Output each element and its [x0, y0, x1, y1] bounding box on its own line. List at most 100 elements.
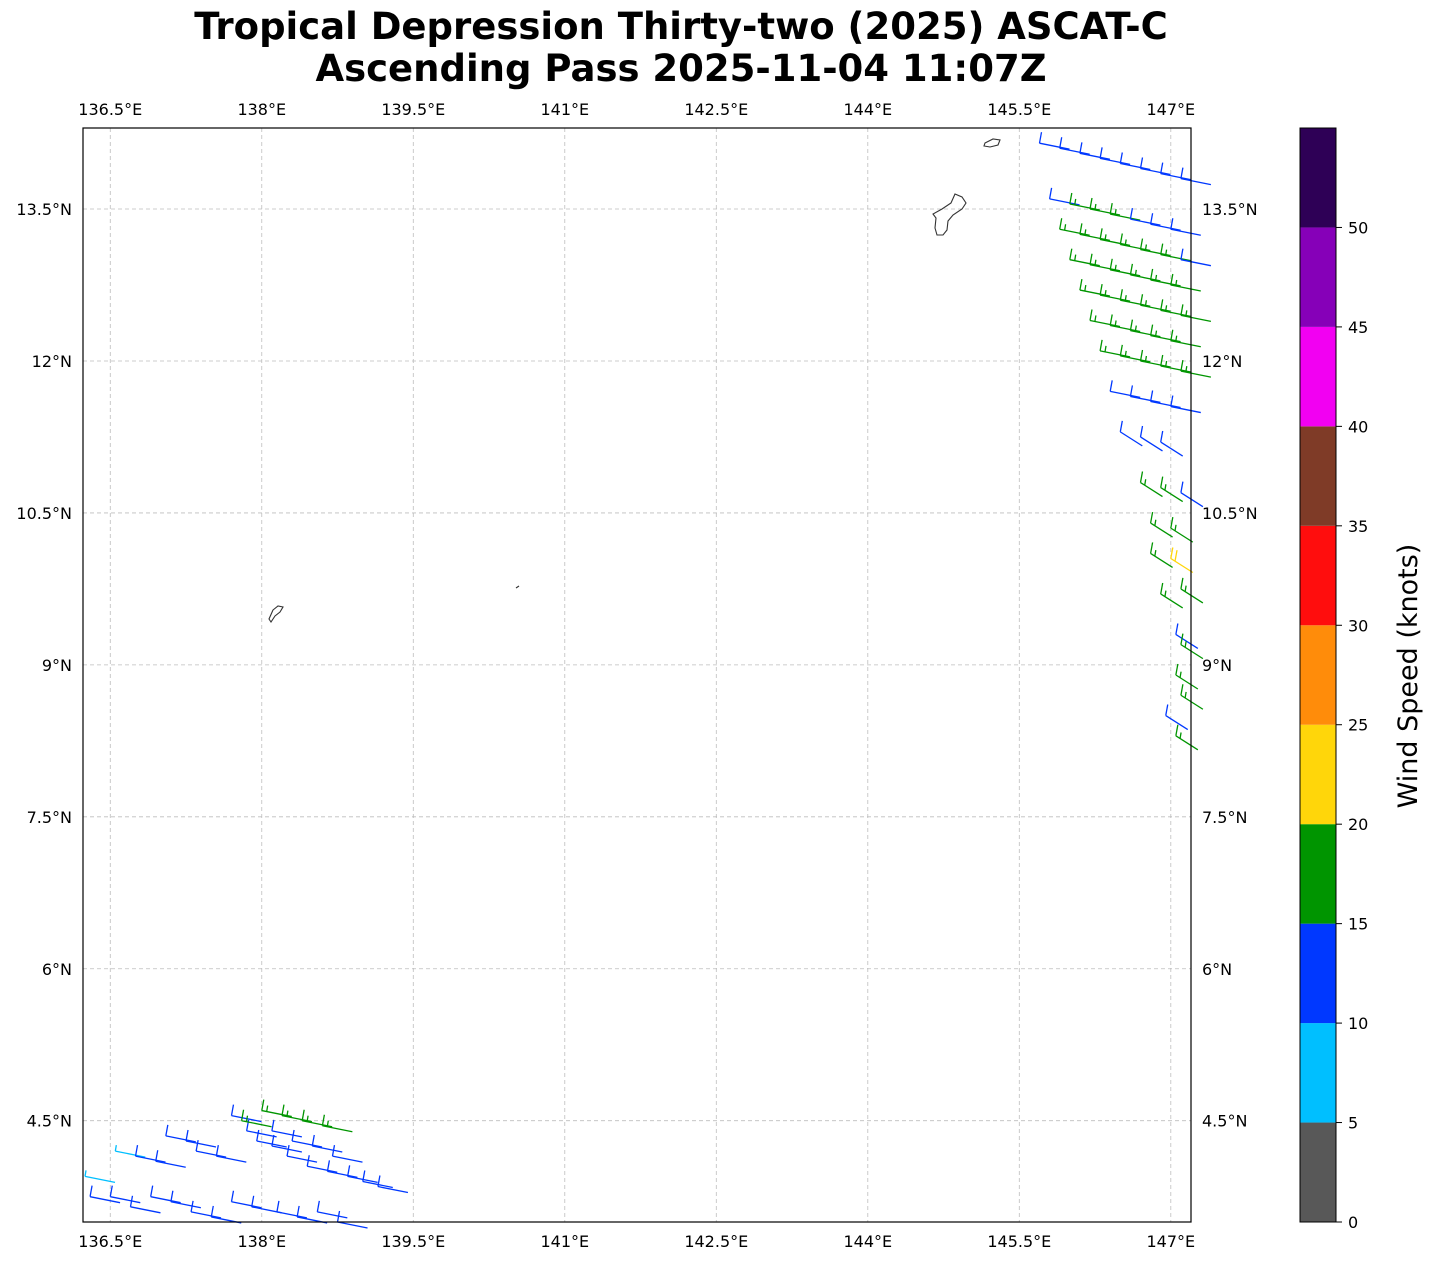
- wind-barb-flag: [155, 1150, 159, 1162]
- wind-barb-half-flag: [1114, 208, 1117, 216]
- wind-barb-flag: [1180, 633, 1184, 645]
- map-title: Tropical Depression Thirty-two (2025) AS…: [0, 6, 1362, 90]
- wind-barb-shaft: [231, 1201, 262, 1209]
- wind-barb-shaft: [327, 1170, 358, 1178]
- wind-barb-shaft: [165, 1135, 196, 1143]
- lat-tick-label-right: 7.5°N: [1202, 808, 1247, 827]
- lon-tick-label-top: 138°E: [237, 100, 286, 119]
- wind-barb-shaft: [241, 1120, 272, 1128]
- wind-barb-flag: [185, 1129, 189, 1142]
- wind-barb-flag: [215, 1145, 219, 1157]
- lat-tick-label-right: 12°N: [1202, 352, 1242, 371]
- wind-barb-flag: [261, 1099, 265, 1111]
- wind-barb-shaft: [1170, 405, 1201, 414]
- wind-barb-flag: [1160, 476, 1164, 488]
- wind-barb-flag: [1165, 704, 1169, 716]
- wind-barb-flag: [1099, 147, 1103, 159]
- wind-barb-flag: [336, 1210, 341, 1223]
- wind-barb-flag: [1089, 197, 1093, 210]
- wind-barb-flag: [251, 1195, 255, 1207]
- wind-barb-half-flag: [1164, 484, 1167, 491]
- lat-tick-label-left: 12°N: [32, 352, 72, 371]
- wind-barb-flag: [1139, 471, 1144, 483]
- wind-barb-shaft: [1175, 633, 1199, 650]
- colorbar-segment: [1300, 724, 1336, 825]
- wind-barb-shaft: [1150, 223, 1181, 231]
- wind-barb-flag: [1149, 268, 1154, 281]
- wind-barb-half-flag: [1154, 519, 1157, 526]
- wind-barb-flag: [1170, 273, 1174, 286]
- wind-barb-half-flag: [1175, 279, 1178, 287]
- wind-barb-flag: [1038, 132, 1043, 144]
- colorbar-segment: [1300, 923, 1336, 1024]
- wind-barb-flag: [1079, 142, 1083, 154]
- colorbar-tick-label: 50: [1348, 218, 1368, 237]
- wind-barb-half-flag: [1094, 259, 1097, 266]
- wind-barb-shaft: [1180, 178, 1212, 186]
- lat-tick-label-right: 4.5°N: [1202, 1112, 1247, 1131]
- wind-barb-shaft: [1180, 644, 1204, 660]
- wind-barb-shaft: [312, 1145, 343, 1153]
- wind-barb-flag: [1089, 309, 1093, 321]
- wind-barb-shaft: [1165, 714, 1189, 731]
- wind-barb-shaft: [377, 1185, 409, 1194]
- colorbar-tick-label: 15: [1348, 915, 1368, 934]
- wind-barb-flag: [1170, 517, 1174, 529]
- lat-tick-label-right: 9°N: [1202, 656, 1232, 675]
- axis-ticks: 136.5°E 136.5°E 138°E 138°E 139.5°E 139.5°E 14…: [16, 100, 1257, 1251]
- colorbar-tick-label: 30: [1348, 616, 1368, 635]
- wind-barb-flag: [1139, 349, 1144, 362]
- wind-barb-flag: [1109, 380, 1113, 392]
- wind-barb-shaft: [185, 1140, 217, 1148]
- colorbar-segment: [1300, 227, 1336, 327]
- wind-barb-flag: [1180, 481, 1184, 493]
- wind-barb-half-flag: [1144, 300, 1148, 307]
- wind-barb-flag: [271, 1119, 275, 1131]
- wind-barb-shaft: [1119, 431, 1143, 447]
- wind-barb-half-flag: [1114, 320, 1117, 327]
- wind-barb-half-flag: [1164, 305, 1168, 312]
- lon-tick-label-bottom: 138°E: [237, 1232, 286, 1251]
- wind-barb-flag: [1059, 137, 1063, 149]
- wind-barb-flag: [1180, 684, 1184, 696]
- wind-barb-flag: [1170, 218, 1174, 230]
- wind-barb-flag: [346, 1165, 351, 1177]
- wind-barb-flag: [1048, 187, 1053, 200]
- lon-tick-label-top: 142.5°E: [684, 100, 748, 119]
- graticule: [83, 128, 1191, 1222]
- wind-barb-flag: [210, 1205, 214, 1218]
- wind-barb-half-flag: [84, 1170, 87, 1177]
- wind-barb-shaft: [1180, 492, 1204, 508]
- wind-barb-half-flag: [266, 1105, 269, 1112]
- wind-barb-half-flag: [1104, 290, 1107, 297]
- wind-barb-shaft: [1180, 259, 1212, 267]
- wind-barbs: [84, 132, 1212, 1229]
- colorbar-segment: [1300, 824, 1336, 924]
- map-frame: [82, 127, 1192, 1223]
- wind-barb-flag: [276, 1200, 280, 1212]
- wind-barb-flag: [240, 1109, 245, 1121]
- wind-barb-shaft: [271, 1145, 303, 1153]
- colorbar-segment: [1300, 1023, 1336, 1123]
- wind-barb-half-flag: [1164, 590, 1167, 597]
- wind-barb-half-flag: [1185, 310, 1188, 317]
- wind-barb-shaft: [190, 1211, 222, 1219]
- coastlines: [268, 138, 1001, 623]
- wind-barb-flag: [301, 1109, 305, 1121]
- colorbar-tick-label: 5: [1348, 1114, 1358, 1133]
- wind-barb-half-flag: [1094, 315, 1097, 322]
- wind-barb-half-flag: [1164, 249, 1168, 256]
- wind-barb-shaft: [1059, 147, 1090, 155]
- wind-barb-shaft: [195, 1150, 227, 1158]
- wind-barb-flag: [1069, 248, 1073, 260]
- wind-barb-flag: [1079, 278, 1083, 291]
- wind-barb-half-flag: [1154, 330, 1158, 337]
- wind-barb-shaft: [317, 1211, 348, 1219]
- wind-barb-flag: [1129, 263, 1134, 275]
- wind-barb-flag: [311, 1134, 315, 1147]
- wind-barb-flag: [321, 1114, 326, 1126]
- wind-barb-shaft: [1140, 167, 1171, 176]
- wind-barb-flag: [195, 1139, 199, 1152]
- wind-barb-half-flag: [1174, 524, 1177, 531]
- wind-barb-shaft: [115, 1150, 146, 1158]
